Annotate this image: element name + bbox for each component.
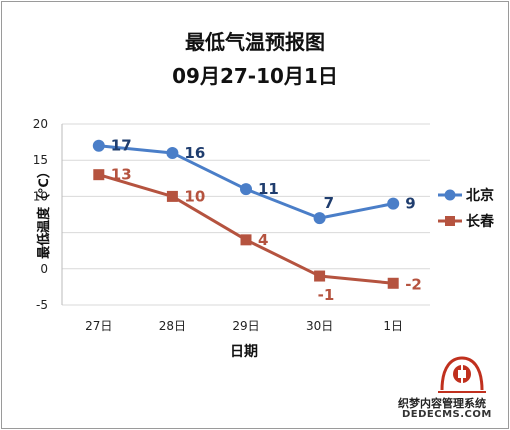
data-label: 11 <box>258 180 279 198</box>
data-point <box>387 277 399 289</box>
watermark-text: 织梦内容管理系统 <box>398 397 486 410</box>
y-axis-label: 最低温度（℃） <box>36 165 52 259</box>
y-tick-label: 20 <box>33 117 48 131</box>
series-line-1 <box>98 144 394 220</box>
x-tick-label: 30日 <box>306 319 333 333</box>
x-tick-label: 27日 <box>85 319 112 333</box>
data-point <box>166 190 178 202</box>
x-axis-label: 日期 <box>230 344 258 360</box>
legend-marker <box>445 216 455 226</box>
data-label: 9 <box>405 195 415 213</box>
series-group: 17 16 11 7 9 13 10 4 -1 -2 <box>92 137 422 304</box>
x-tick-label: 29日 <box>232 319 259 333</box>
y-tick-label: 0 <box>40 262 48 276</box>
legend-label: 北京 <box>466 187 494 204</box>
data-label: 17 <box>111 137 132 155</box>
data-point <box>93 169 105 181</box>
x-tick-label: 1日 <box>383 319 403 333</box>
y-tick-label: 15 <box>33 153 48 167</box>
chart-title: 最低气温预报图 <box>185 30 325 54</box>
data-point <box>387 197 400 210</box>
x-axis-ticks: 27日 28日 29日 30日 1日 <box>85 319 403 333</box>
data-point <box>166 146 179 159</box>
data-point <box>92 139 105 152</box>
data-point <box>314 270 326 282</box>
chart-subtitle: 09月27-10月1日 <box>172 64 338 88</box>
watermark-url: DEDECMS.COM <box>402 409 492 420</box>
data-label: 13 <box>111 166 132 184</box>
data-point <box>240 183 252 196</box>
data-label: -1 <box>318 286 335 304</box>
data-label: 4 <box>258 231 268 249</box>
y-axis-ticks: -5 0 5 10 15 20 <box>33 117 48 312</box>
data-label: 16 <box>184 144 205 162</box>
data-point <box>313 212 326 225</box>
y-tick-label: 10 <box>33 189 48 203</box>
data-point <box>240 234 252 246</box>
data-label: 7 <box>324 194 334 212</box>
legend-marker <box>444 189 456 201</box>
watermark-seal-logo <box>438 356 486 393</box>
y-tick-label: 5 <box>40 226 48 240</box>
legend-label: 长春 <box>466 213 495 230</box>
data-label: -2 <box>405 275 422 293</box>
data-label: 10 <box>184 187 205 205</box>
x-tick-label: 28日 <box>159 319 186 333</box>
y-tick-label: -5 <box>36 298 48 312</box>
gridlines <box>61 123 430 306</box>
